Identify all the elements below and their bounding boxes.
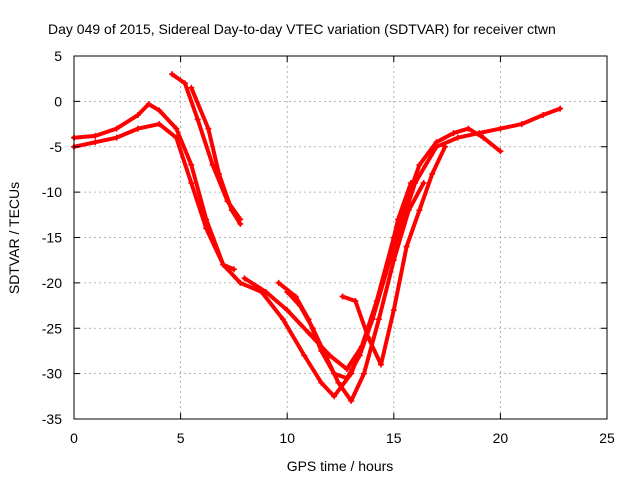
data-point-marker bbox=[407, 180, 414, 187]
data-point-marker bbox=[188, 84, 195, 91]
data-point-marker bbox=[188, 180, 195, 187]
data-point-marker bbox=[145, 101, 152, 108]
data-point-marker bbox=[454, 134, 461, 141]
y-tick-label: -10 bbox=[42, 184, 62, 200]
data-point-marker bbox=[375, 316, 382, 323]
data-point-marker bbox=[173, 125, 180, 132]
data-point-marker bbox=[420, 180, 427, 187]
data-point-marker bbox=[497, 125, 504, 132]
data-point-marker bbox=[181, 80, 188, 87]
data-point-marker bbox=[309, 325, 316, 332]
data-point-marker bbox=[284, 307, 291, 314]
data-point-marker bbox=[395, 216, 402, 223]
data-point-marker bbox=[390, 307, 397, 314]
data-point-marker bbox=[228, 207, 235, 214]
x-tick-label: 15 bbox=[386, 430, 402, 446]
data-point-marker bbox=[156, 121, 163, 128]
data-point-marker bbox=[360, 370, 367, 377]
data-point-marker bbox=[343, 366, 350, 373]
data-point-marker bbox=[348, 397, 355, 404]
data-point-marker bbox=[220, 261, 227, 268]
data-point-marker bbox=[92, 132, 99, 139]
data-point-marker bbox=[296, 302, 303, 309]
x-axis-label: GPS time / hours bbox=[287, 458, 394, 474]
y-tick-label: -15 bbox=[42, 230, 62, 246]
x-tick-label: 10 bbox=[279, 430, 295, 446]
series-track-1 bbox=[72, 102, 563, 399]
data-point-marker bbox=[416, 207, 423, 214]
data-point-marker bbox=[230, 266, 237, 273]
data-point-marker bbox=[433, 139, 440, 146]
data-point-marker bbox=[322, 352, 329, 359]
data-point-marker bbox=[480, 134, 487, 141]
data-point-marker bbox=[382, 270, 389, 277]
data-point-marker bbox=[356, 352, 363, 359]
data-point-marker bbox=[518, 121, 525, 128]
axis-ticks: 0 5 10 15 20 25 5 0 -5 -10 -15 -20 -25 -30 -35 bbox=[42, 48, 615, 446]
data-point-marker bbox=[156, 107, 163, 114]
data-point-marker bbox=[540, 111, 547, 118]
data-point-marker bbox=[275, 279, 282, 286]
data-point-marker bbox=[465, 125, 472, 132]
data-point-marker bbox=[369, 316, 376, 323]
data-point-marker bbox=[134, 111, 141, 118]
data-point-marker bbox=[241, 275, 248, 282]
data-point-marker bbox=[209, 161, 216, 168]
data-point-marker bbox=[403, 243, 410, 250]
series-track-2 bbox=[72, 122, 236, 272]
data-point-marker bbox=[113, 134, 120, 141]
data-point-marker bbox=[279, 316, 286, 323]
grid bbox=[74, 56, 607, 419]
y-tick-label: -20 bbox=[42, 275, 62, 291]
data-point-marker bbox=[194, 116, 201, 123]
y-axis-label: SDTVAR / TECUs bbox=[6, 182, 22, 294]
data-point-marker bbox=[339, 293, 346, 300]
y-tick-label: 0 bbox=[54, 93, 62, 109]
y-tick-label: -5 bbox=[50, 139, 63, 155]
x-tick-label: 25 bbox=[599, 430, 615, 446]
data-point-marker bbox=[450, 130, 457, 137]
y-tick-label: -25 bbox=[42, 320, 62, 336]
y-tick-label: -35 bbox=[42, 411, 62, 427]
data-point-marker bbox=[378, 361, 385, 368]
data-point-marker bbox=[237, 220, 244, 227]
x-tick-label: 0 bbox=[70, 430, 78, 446]
data-point-marker bbox=[203, 225, 210, 232]
y-tick-label: -30 bbox=[42, 366, 62, 382]
data-point-marker bbox=[215, 170, 222, 177]
data-series bbox=[71, 71, 564, 404]
data-point-marker bbox=[318, 379, 325, 386]
data-point-marker bbox=[441, 143, 448, 150]
data-point-marker bbox=[284, 288, 291, 295]
data-point-marker bbox=[405, 207, 412, 214]
data-point-marker bbox=[416, 161, 423, 168]
data-point-marker bbox=[343, 375, 350, 382]
y-tick-label: 5 bbox=[54, 48, 62, 64]
data-point-marker bbox=[205, 125, 212, 132]
data-point-marker bbox=[305, 329, 312, 336]
data-point-marker bbox=[173, 134, 180, 141]
x-tick-label: 20 bbox=[493, 430, 509, 446]
x-tick-label: 5 bbox=[177, 430, 185, 446]
data-point-marker bbox=[352, 298, 359, 305]
data-point-marker bbox=[335, 379, 342, 386]
data-point-marker bbox=[188, 161, 195, 168]
data-point-marker bbox=[429, 170, 436, 177]
data-point-marker bbox=[557, 105, 564, 112]
data-point-marker bbox=[331, 393, 338, 400]
chart-title: Day 049 of 2015, Sidereal Day-to-day VTE… bbox=[48, 21, 556, 37]
series-track-5 bbox=[242, 126, 503, 372]
data-point-marker bbox=[237, 279, 244, 286]
data-point-marker bbox=[497, 148, 504, 155]
data-point-marker bbox=[301, 352, 308, 359]
data-point-marker bbox=[169, 71, 176, 78]
data-point-marker bbox=[113, 125, 120, 132]
data-point-marker bbox=[390, 257, 397, 264]
data-point-marker bbox=[262, 288, 269, 295]
data-point-marker bbox=[134, 125, 141, 132]
data-point-marker bbox=[92, 139, 99, 146]
data-point-marker bbox=[365, 334, 372, 341]
